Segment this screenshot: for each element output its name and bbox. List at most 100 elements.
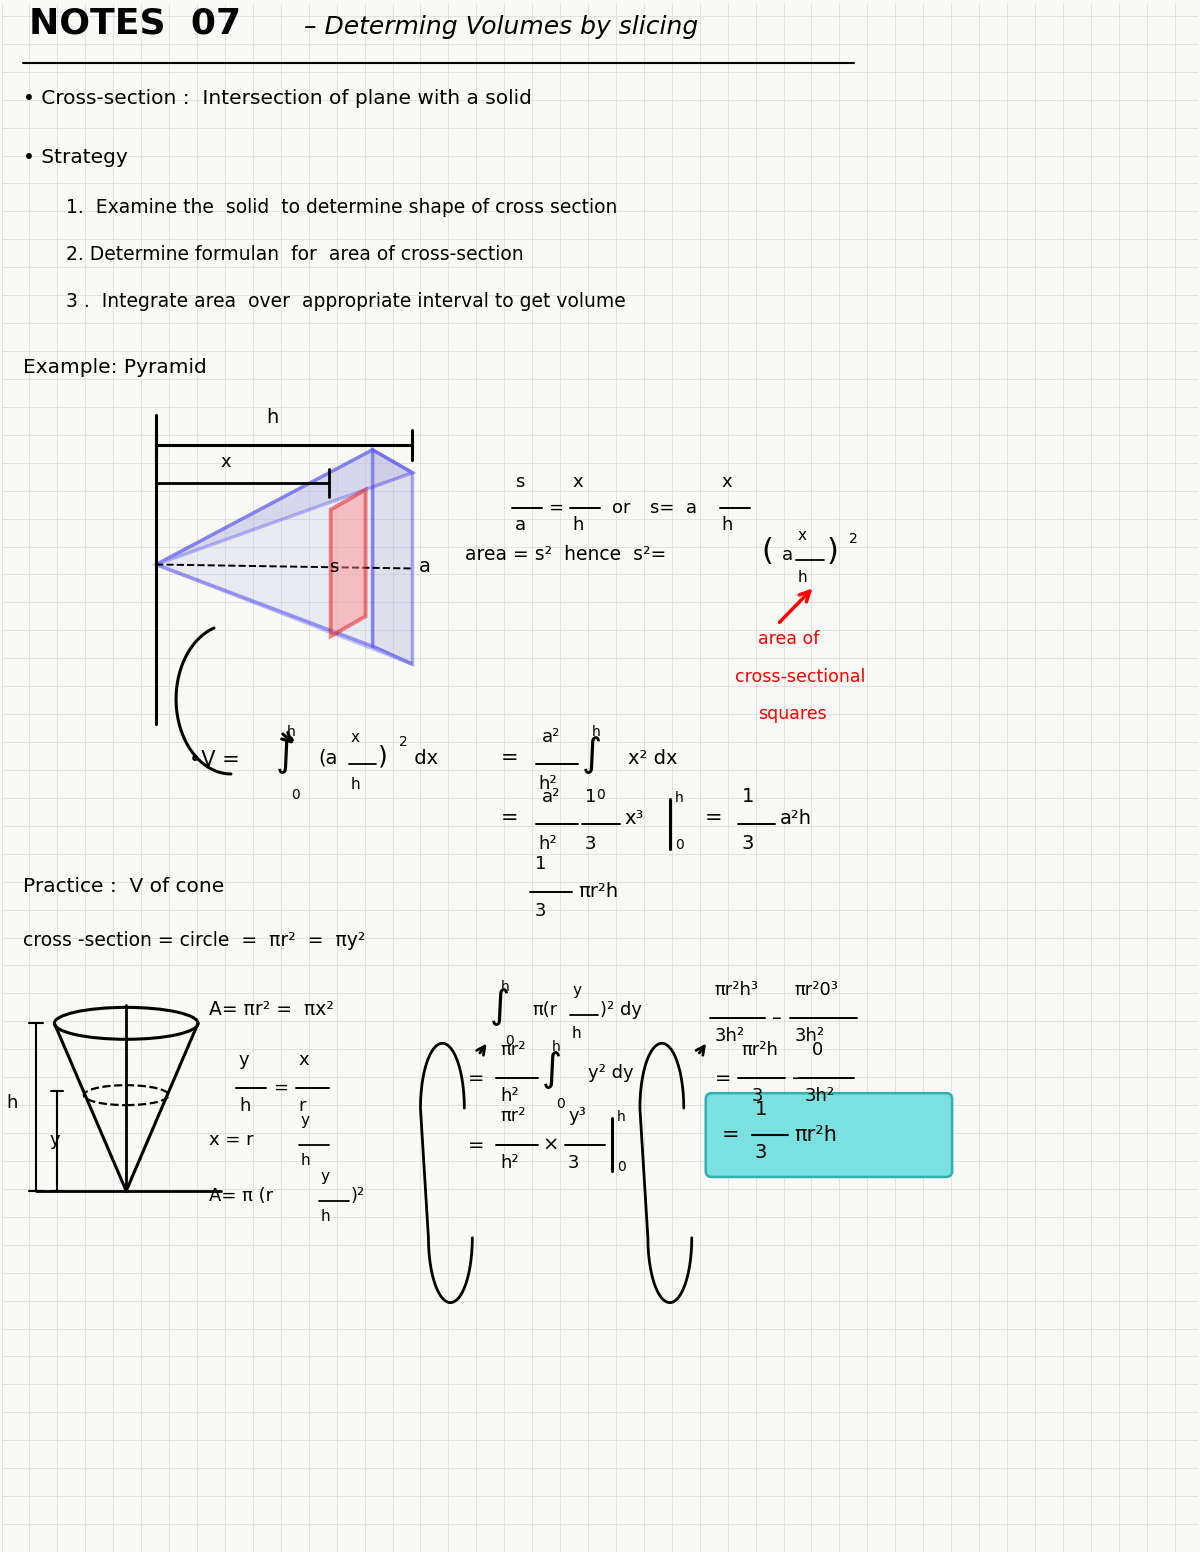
Text: h: h: [572, 515, 583, 534]
Text: 3: 3: [742, 833, 754, 852]
Text: =: =: [715, 1069, 731, 1088]
Text: 1: 1: [755, 1100, 767, 1119]
Text: =: =: [272, 1079, 288, 1097]
Text: 3: 3: [586, 835, 596, 852]
Text: π(r: π(r: [532, 1001, 558, 1020]
Text: x: x: [221, 453, 232, 470]
Polygon shape: [156, 450, 372, 646]
Text: πr²0³: πr²0³: [794, 981, 839, 999]
Text: =: =: [721, 1125, 739, 1145]
Text: y: y: [320, 1169, 330, 1184]
Text: πr²h: πr²h: [578, 882, 618, 902]
Text: y: y: [239, 1051, 250, 1069]
Text: =: =: [548, 498, 563, 517]
Text: 3h²: 3h²: [715, 1027, 745, 1046]
Text: a²h: a²h: [780, 809, 811, 827]
Text: –: –: [792, 1069, 802, 1088]
Text: area of: area of: [757, 630, 818, 649]
Text: A= π (r: A= π (r: [209, 1187, 274, 1204]
Text: h: h: [301, 1153, 311, 1169]
Text: A= πr² =  πx²: A= πr² = πx²: [209, 1001, 334, 1020]
Text: x² dx: x² dx: [628, 750, 678, 768]
Text: a: a: [781, 545, 793, 563]
Text: =: =: [704, 809, 722, 827]
Text: 1.  Examine the  solid  to determine shape of cross section: 1. Examine the solid to determine shape …: [66, 199, 618, 217]
Text: h: h: [239, 1097, 251, 1114]
Text: h: h: [350, 778, 360, 792]
Text: x: x: [350, 729, 360, 745]
Text: h: h: [617, 1110, 625, 1124]
Text: y: y: [301, 1113, 310, 1128]
Text: πr²h: πr²h: [742, 1041, 779, 1060]
Text: ): ): [827, 537, 839, 565]
Polygon shape: [331, 490, 366, 636]
Text: 1: 1: [535, 855, 546, 872]
Text: πr²h³: πr²h³: [715, 981, 758, 999]
Text: 1: 1: [586, 788, 596, 805]
Text: –: –: [772, 1009, 781, 1027]
Text: ∫: ∫: [491, 989, 510, 1026]
Text: a: a: [419, 557, 431, 576]
Text: area = s²  hence  s²=: area = s² hence s²=: [466, 545, 666, 563]
Text: – Determing Volumes by slicing: – Determing Volumes by slicing: [295, 16, 698, 39]
Text: h: h: [320, 1209, 330, 1225]
Text: h: h: [592, 725, 601, 739]
Text: cross -section = circle  =  πr²  =  πy²: cross -section = circle = πr² = πy²: [24, 931, 366, 950]
Text: ∫: ∫: [542, 1051, 563, 1090]
Polygon shape: [156, 565, 413, 664]
Text: =: =: [500, 809, 518, 827]
Text: y: y: [49, 1131, 60, 1148]
Text: 2: 2: [398, 736, 407, 750]
Polygon shape: [156, 450, 413, 565]
Text: πr²: πr²: [500, 1041, 526, 1060]
Polygon shape: [372, 450, 413, 664]
Text: h: h: [674, 792, 684, 805]
Text: h: h: [552, 1040, 560, 1054]
Text: • Strategy: • Strategy: [24, 149, 128, 168]
Text: h: h: [572, 1026, 582, 1041]
Text: =: =: [468, 1069, 485, 1088]
Text: h: h: [6, 1094, 18, 1113]
Text: =: =: [468, 1136, 485, 1155]
Text: x: x: [721, 473, 732, 490]
Text: h: h: [798, 571, 808, 585]
Text: h²: h²: [500, 1086, 518, 1105]
Text: 2. Determine formulan  for  area of cross-section: 2. Determine formulan for area of cross-…: [66, 245, 524, 264]
Text: a²: a²: [542, 788, 560, 805]
Text: 0: 0: [617, 1159, 625, 1173]
Text: h²: h²: [538, 835, 557, 852]
Text: 0: 0: [596, 788, 605, 802]
Text: r: r: [299, 1097, 306, 1114]
Text: s: s: [515, 473, 524, 490]
Text: x = r: x = r: [209, 1131, 253, 1148]
Text: 3h²: 3h²: [794, 1027, 824, 1046]
Text: h: h: [266, 408, 278, 427]
Text: πr²: πr²: [500, 1107, 526, 1125]
Text: )²: )²: [350, 1187, 365, 1204]
Text: cross-sectional: cross-sectional: [734, 669, 865, 686]
Text: πr²h: πr²h: [794, 1125, 838, 1145]
Text: Example: Pyramid: Example: Pyramid: [24, 359, 208, 377]
Text: h: h: [500, 981, 509, 995]
Text: ∫: ∫: [582, 736, 602, 774]
Text: 0: 0: [505, 1034, 514, 1048]
Text: a: a: [515, 515, 527, 534]
Text: ×: ×: [542, 1136, 558, 1155]
Text: 0: 0: [674, 838, 684, 852]
Text: ∫: ∫: [276, 736, 296, 774]
Text: )² dy: )² dy: [600, 1001, 642, 1020]
Text: h: h: [721, 515, 733, 534]
FancyBboxPatch shape: [706, 1093, 952, 1176]
Text: •V =: •V =: [190, 750, 240, 770]
Text: 3h²: 3h²: [804, 1086, 835, 1105]
Text: =: =: [500, 748, 518, 768]
Text: (a: (a: [319, 750, 338, 768]
Text: 3: 3: [751, 1086, 763, 1105]
Text: h: h: [287, 725, 295, 739]
Text: Practice :  V of cone: Practice : V of cone: [24, 877, 224, 896]
Text: ): ): [378, 745, 388, 768]
Text: x: x: [798, 528, 806, 543]
Text: y² dy: y² dy: [588, 1065, 634, 1082]
Text: y: y: [572, 984, 581, 998]
Text: h²: h²: [538, 774, 557, 793]
